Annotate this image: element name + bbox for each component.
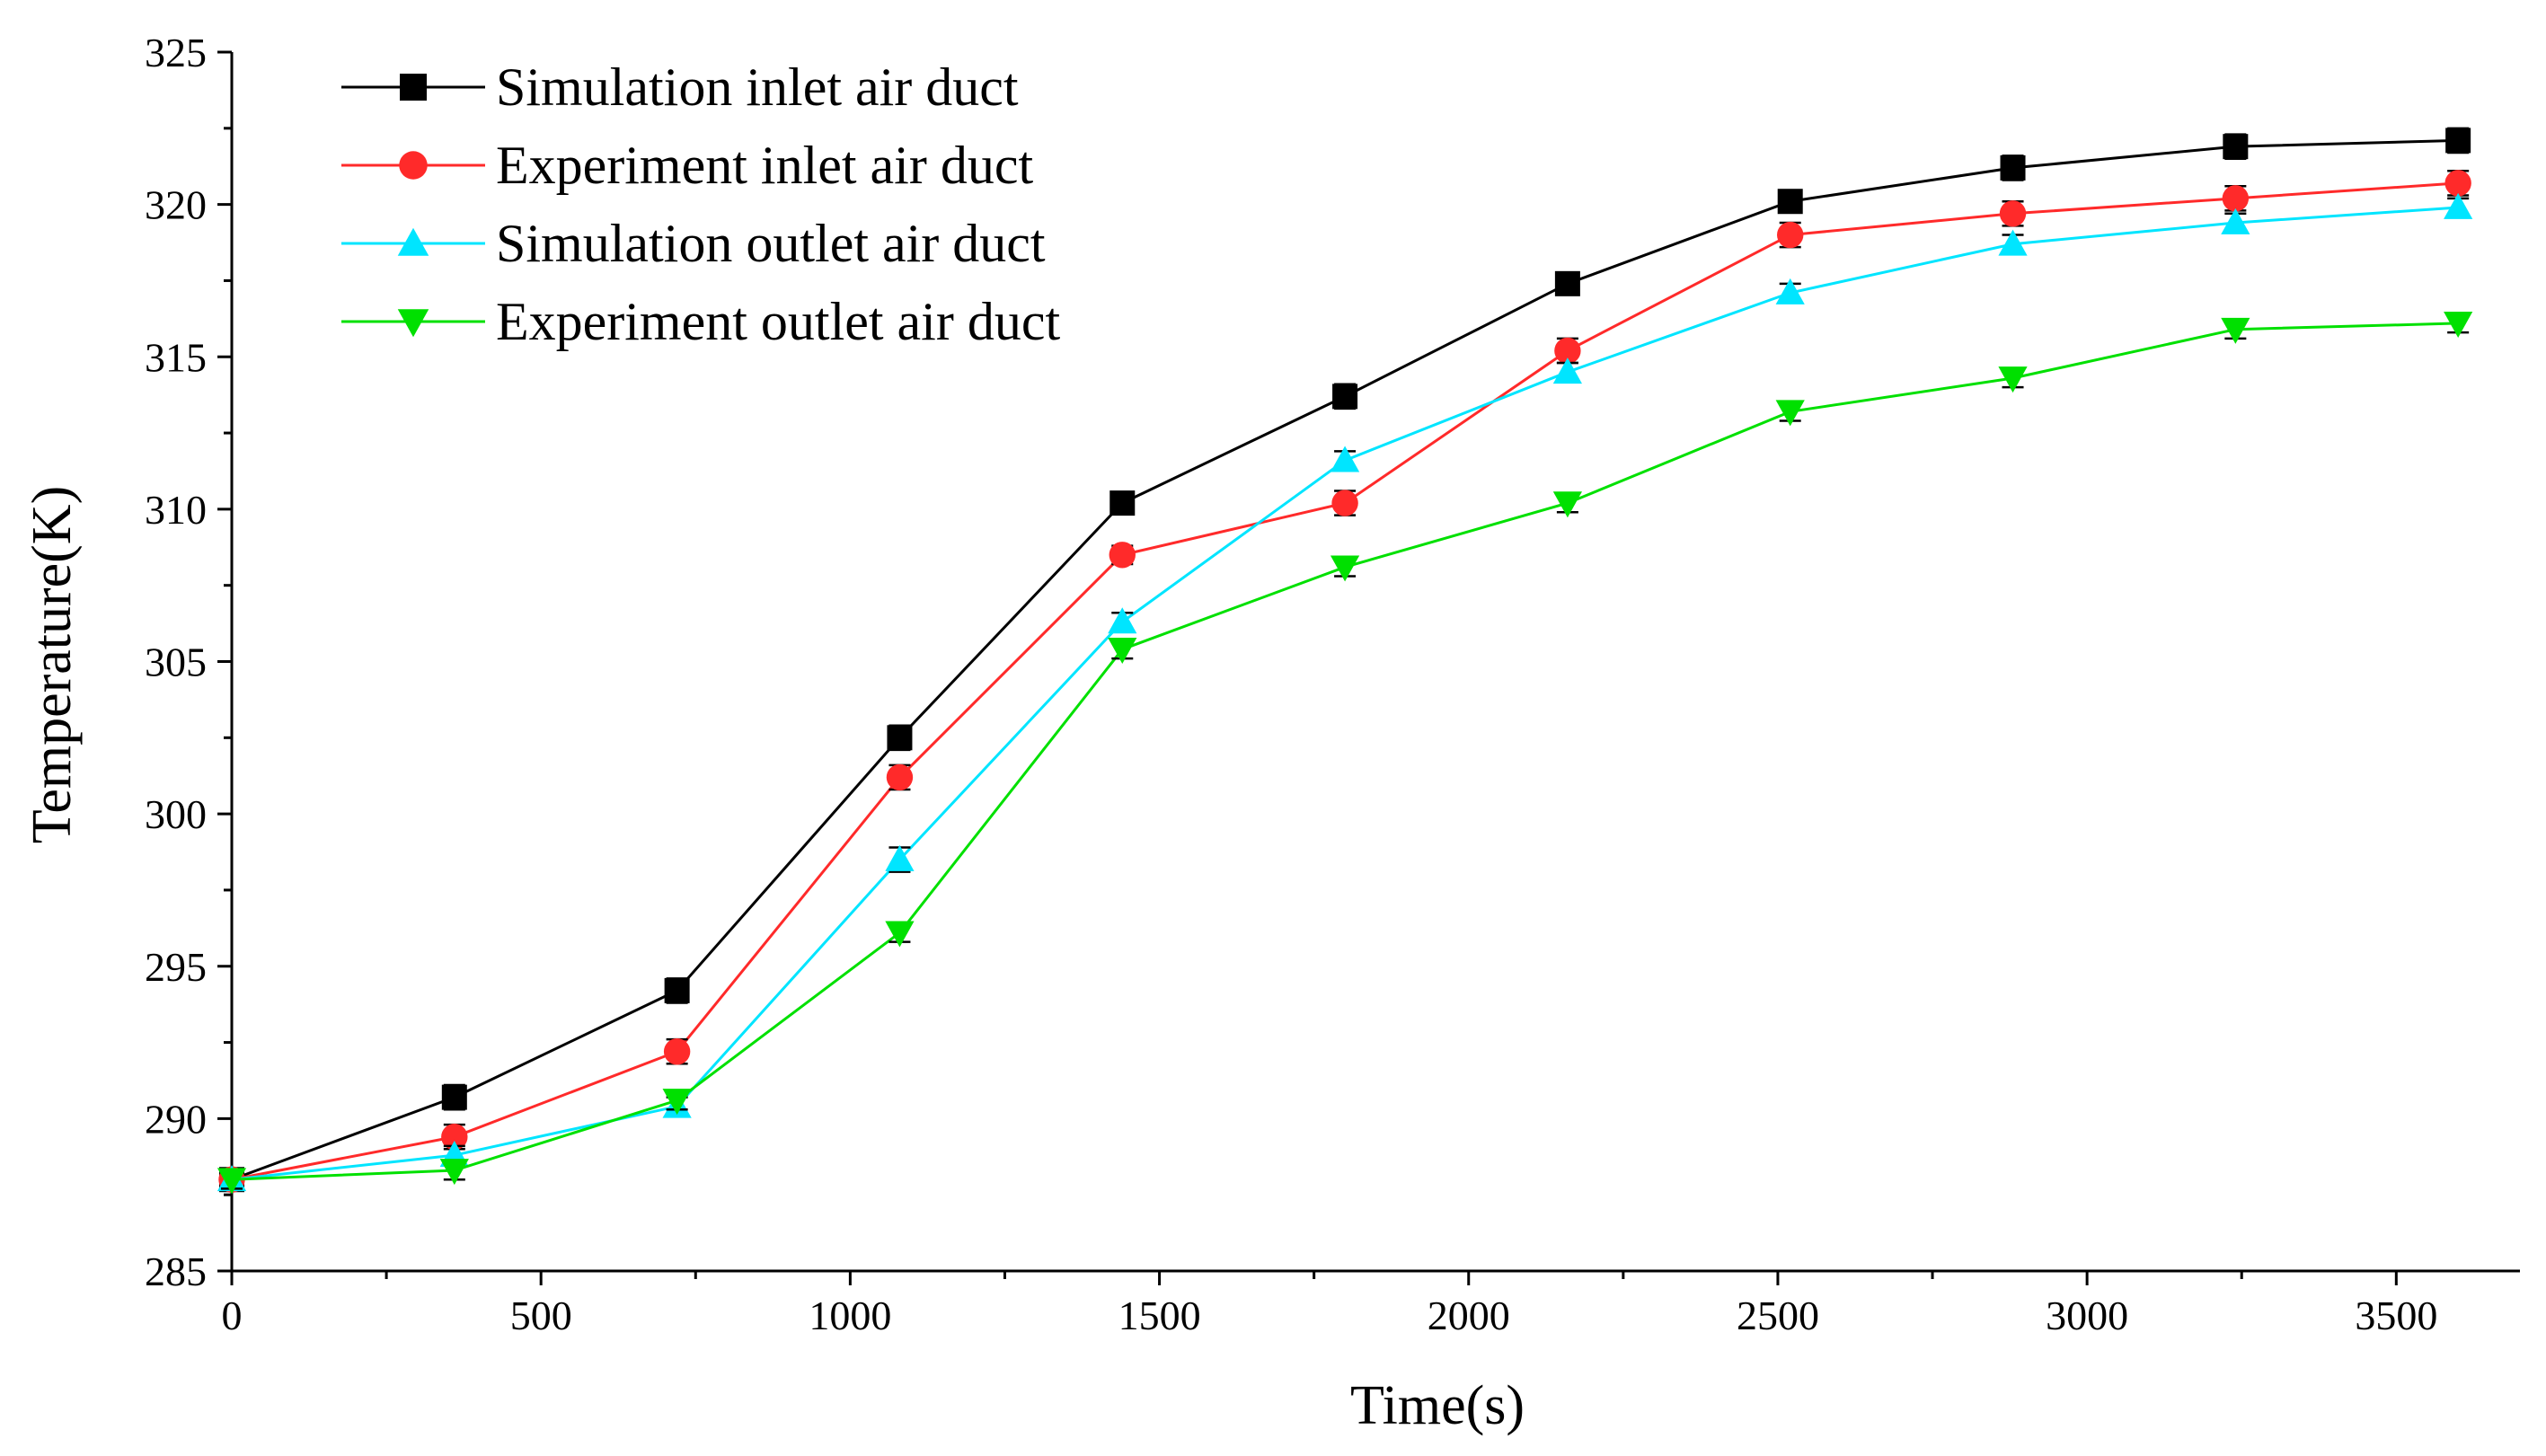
data-point <box>2445 128 2471 154</box>
x-tick-label: 2500 <box>1737 1293 1819 1338</box>
data-point <box>1777 221 1804 249</box>
axes-frame <box>217 50 2520 1285</box>
data-point <box>1108 607 1137 634</box>
data-point <box>1330 446 1360 472</box>
legend-marker <box>397 309 429 338</box>
legend-marker <box>399 151 428 180</box>
data-point <box>441 1124 468 1151</box>
data-point <box>1999 200 2027 227</box>
legend-label: Simulation outlet air duct <box>496 214 1046 273</box>
data-point <box>1554 337 1581 365</box>
data-point <box>1998 229 2028 256</box>
data-point <box>2221 207 2250 234</box>
data-point <box>217 1168 247 1195</box>
x-tick-label: 1000 <box>809 1293 891 1338</box>
y-tick-label: 310 <box>145 487 207 533</box>
data-point <box>2222 185 2250 212</box>
legend-marker <box>400 74 427 101</box>
data-point <box>1108 638 1137 665</box>
legend-entry: Simulation outlet air duct <box>341 214 1046 273</box>
data-point <box>663 1038 691 1065</box>
series-experiment-outlet-air-duct <box>217 312 2473 1195</box>
legend-label: Simulation inlet air duct <box>496 57 1019 117</box>
data-point <box>1331 490 1358 516</box>
data-point <box>887 725 913 751</box>
x-tick-label: 3000 <box>2046 1293 2128 1338</box>
data-point <box>2444 170 2471 197</box>
y-tick-label: 295 <box>145 944 207 990</box>
data-point <box>1552 491 1582 518</box>
plot-area <box>217 127 2473 1195</box>
x-tick-label: 0 <box>222 1293 243 1338</box>
y-axis-title: Temperature(K) <box>22 486 83 843</box>
data-point <box>662 1089 692 1116</box>
data-point <box>2000 154 2026 181</box>
data-point <box>441 1084 467 1110</box>
data-point <box>2221 317 2250 344</box>
y-tick-label: 285 <box>145 1249 207 1294</box>
data-point <box>1109 490 1136 516</box>
data-point <box>1552 357 1582 384</box>
data-point <box>2444 192 2473 219</box>
data-point <box>885 844 915 871</box>
data-point <box>1777 189 1803 215</box>
tick-labels: 0 500 1000 1500 2000 2500 3000 3500 285 290 295 300… <box>145 30 2437 1338</box>
data-point <box>1775 400 1805 427</box>
data-point <box>1554 270 1580 296</box>
data-point <box>439 1159 469 1186</box>
legend-entry: Experiment outlet air duct <box>341 292 1060 351</box>
legend-label: Experiment inlet air duct <box>496 136 1033 195</box>
data-point <box>2223 134 2249 160</box>
data-point <box>664 977 690 1003</box>
legend-marker <box>397 227 429 256</box>
legend-entry: Experiment inlet air duct <box>341 136 1033 195</box>
data-point <box>1330 555 1360 582</box>
data-point <box>1998 366 2028 393</box>
y-tick-label: 300 <box>145 791 207 837</box>
x-axis-title: Time(s) <box>1350 1375 1525 1436</box>
x-tick-label: 500 <box>510 1293 572 1338</box>
y-tick-label: 315 <box>145 334 207 380</box>
y-tick-label: 305 <box>145 640 207 685</box>
series-simulation-inlet-air-duct <box>219 127 2471 1193</box>
x-tick-label: 2000 <box>1428 1293 1510 1338</box>
x-tick-label: 3500 <box>2355 1293 2437 1338</box>
data-point <box>1775 278 1805 304</box>
data-point <box>1109 542 1136 569</box>
legend-entry: Simulation inlet air duct <box>341 57 1019 117</box>
data-point <box>1332 384 1358 410</box>
y-tick-label: 320 <box>145 182 207 228</box>
data-point <box>886 763 914 791</box>
data-point <box>885 921 915 948</box>
y-tick-label: 325 <box>145 30 207 75</box>
legend-label: Experiment outlet air duct <box>496 292 1060 351</box>
x-tick-label: 1500 <box>1118 1293 1201 1338</box>
data-point <box>2444 312 2473 339</box>
legend: Simulation inlet air duct Experiment inle… <box>341 57 1060 351</box>
y-tick-label: 290 <box>145 1096 207 1142</box>
